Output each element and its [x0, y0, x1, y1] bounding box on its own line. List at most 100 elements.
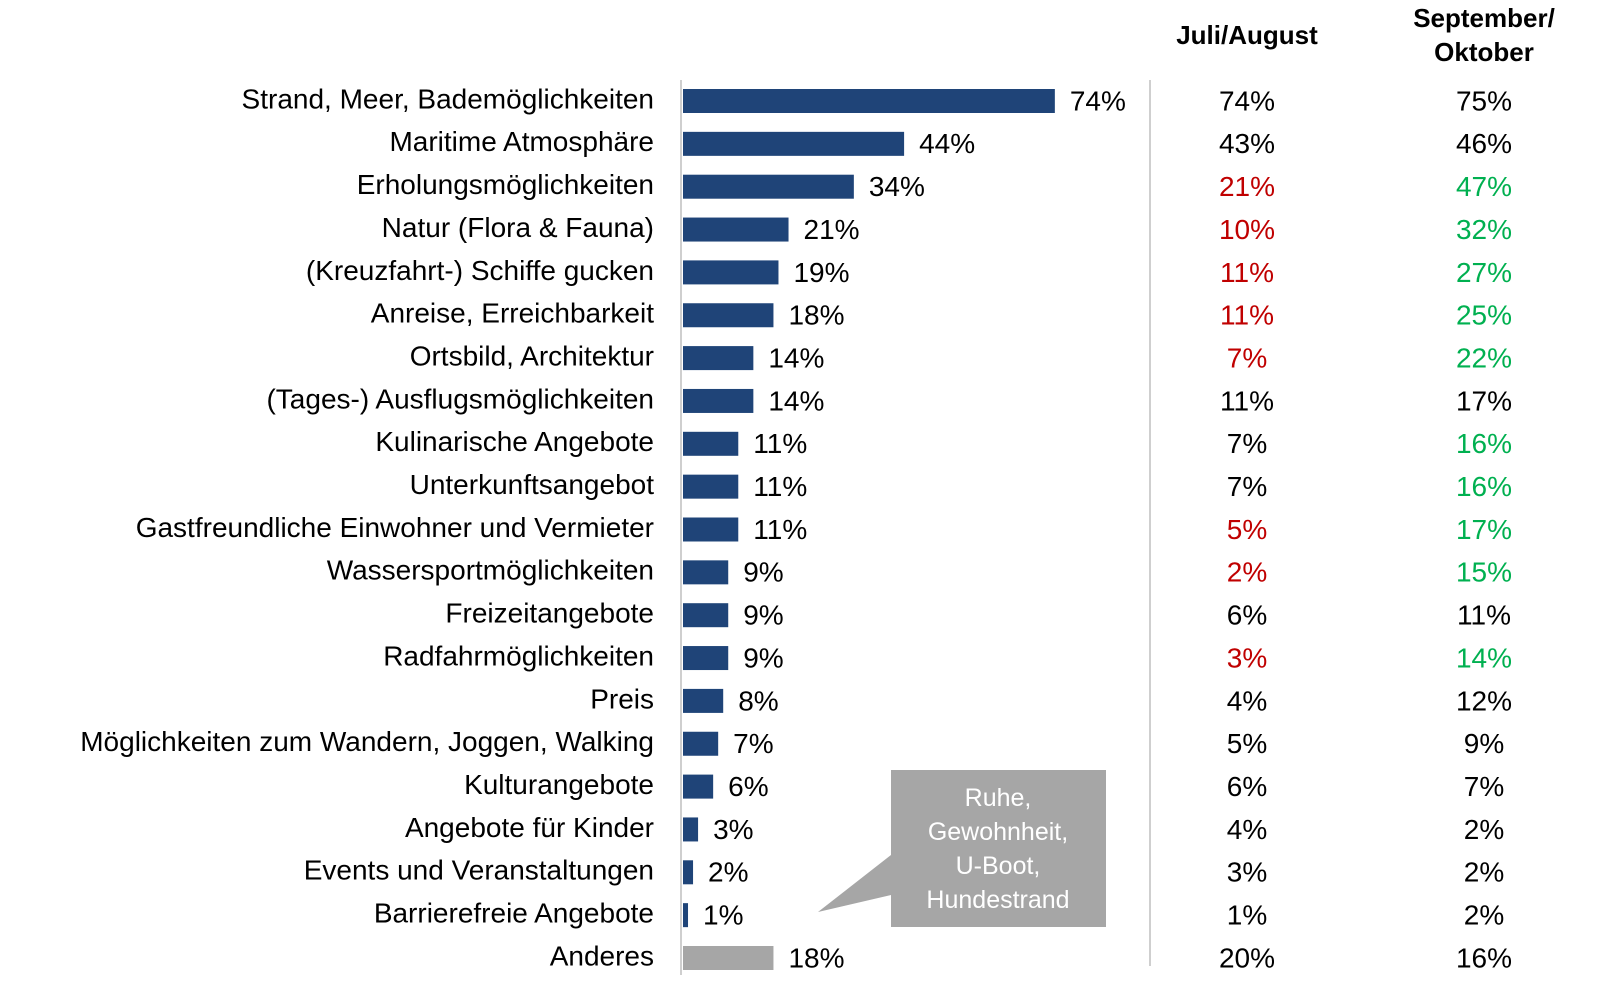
table-cell: 21%: [1219, 171, 1275, 202]
table-cell: 7%: [1227, 471, 1267, 502]
value-label: 2%: [708, 857, 748, 888]
table-cell: 2%: [1464, 857, 1504, 888]
table-cell: 16%: [1456, 942, 1512, 973]
table-cell: 17%: [1456, 385, 1512, 416]
value-label: 18%: [788, 300, 844, 331]
category-label: Strand, Meer, Bademöglichkeiten: [242, 83, 654, 114]
bar: [683, 688, 724, 713]
table-cell: 11%: [1220, 385, 1274, 416]
value-label: 11%: [753, 428, 807, 459]
table-cell: 4%: [1227, 814, 1267, 845]
table-cell: 22%: [1456, 342, 1512, 373]
value-label: 18%: [788, 942, 844, 973]
table-cell: 46%: [1456, 128, 1512, 159]
bar: [683, 603, 729, 628]
value-label: 7%: [733, 728, 773, 759]
bar: [683, 774, 714, 799]
bar: [683, 731, 719, 756]
table-cell: 10%: [1219, 214, 1275, 245]
table-cell: 5%: [1227, 728, 1267, 759]
value-label: 11%: [753, 471, 807, 502]
table-cell: 47%: [1456, 171, 1512, 202]
table-cell: 11%: [1220, 257, 1274, 288]
table-cell: 27%: [1456, 257, 1512, 288]
value-label: 44%: [919, 128, 975, 159]
bar: [683, 474, 739, 499]
table-cell: 15%: [1456, 557, 1512, 588]
column-header: Juli/August: [1176, 20, 1318, 50]
bar: [683, 217, 789, 242]
value-label: 3%: [713, 814, 753, 845]
category-label: Maritime Atmosphäre: [389, 126, 654, 157]
bar: [683, 646, 729, 671]
bar: [683, 946, 774, 970]
table-cell: 16%: [1456, 428, 1512, 459]
category-label: (Kreuzfahrt-) Schiffe gucken: [306, 255, 654, 286]
table-cell: 17%: [1456, 514, 1512, 545]
table-cell: 74%: [1219, 85, 1275, 116]
bar: [683, 903, 689, 928]
value-label: 11%: [753, 514, 807, 545]
table-cell: 43%: [1219, 128, 1275, 159]
value-label: 21%: [804, 214, 860, 245]
category-label: Barrierefreie Angebote: [374, 898, 654, 929]
category-label: Anreise, Erreichbarkeit: [371, 298, 654, 329]
bar: [683, 89, 1055, 113]
value-label: 9%: [743, 600, 783, 631]
category-label: Angebote für Kinder: [405, 812, 654, 843]
table-cell: 7%: [1227, 342, 1267, 373]
table-cell: 3%: [1227, 857, 1267, 888]
value-label: 6%: [728, 771, 768, 802]
bar: [683, 260, 779, 285]
table-cell: 16%: [1456, 471, 1512, 502]
table-cell: 3%: [1227, 642, 1267, 673]
value-label: 9%: [743, 557, 783, 588]
table-cell: 9%: [1464, 728, 1504, 759]
table-cell: 1%: [1227, 900, 1267, 931]
category-label: Natur (Flora & Fauna): [382, 212, 654, 243]
table-cell: 2%: [1464, 900, 1504, 931]
value-label: 1%: [703, 900, 743, 931]
value-label: 74%: [1070, 85, 1126, 116]
table-cell: 7%: [1227, 428, 1267, 459]
value-label: 9%: [743, 642, 783, 673]
table-cell: 6%: [1227, 600, 1267, 631]
value-label: 34%: [869, 171, 925, 202]
table-cell: 12%: [1456, 685, 1512, 716]
category-label: (Tages-) Ausflugsmöglichkeiten: [266, 383, 654, 414]
table-cell: 32%: [1456, 214, 1512, 245]
callout-box: [818, 770, 1106, 927]
category-label: Wassersportmöglichkeiten: [327, 555, 654, 586]
category-label: Unterkunftsangebot: [410, 469, 655, 500]
category-label: Anderes: [550, 940, 654, 971]
table-cell: 7%: [1464, 771, 1504, 802]
value-label: 14%: [768, 385, 824, 416]
category-label: Ortsbild, Architektur: [410, 340, 654, 371]
category-label: Kulturangebote: [464, 769, 654, 800]
bar: [683, 860, 694, 885]
bar: [683, 174, 854, 199]
category-label: Events und Veranstaltungen: [304, 855, 654, 886]
bar: [683, 560, 729, 585]
column-header: September/Oktober: [1413, 3, 1555, 67]
table-cell: 11%: [1220, 300, 1274, 331]
category-label: Freizeitangebote: [445, 598, 654, 629]
table-cell: 2%: [1464, 814, 1504, 845]
bar: [683, 431, 739, 456]
annotation: Ruhe, Gewohnheit, U-Boot, Hundestrand: [926, 784, 1069, 914]
category-label: Möglichkeiten zum Wandern, Joggen, Walki…: [80, 726, 654, 757]
value-label: 8%: [738, 685, 778, 716]
value-label: 14%: [768, 342, 824, 373]
bar: [683, 303, 774, 328]
table-cell: 2%: [1227, 557, 1267, 588]
bar: [683, 517, 739, 542]
category-label: Gastfreundliche Einwohner und Vermieter: [136, 512, 654, 543]
table-cell: 5%: [1227, 514, 1267, 545]
category-label: Erholungsmöglichkeiten: [357, 169, 654, 200]
bar: [683, 346, 754, 371]
table-cell: 25%: [1456, 300, 1512, 331]
bar: [683, 131, 905, 156]
category-label: Preis: [590, 683, 654, 714]
value-label: 19%: [793, 257, 849, 288]
